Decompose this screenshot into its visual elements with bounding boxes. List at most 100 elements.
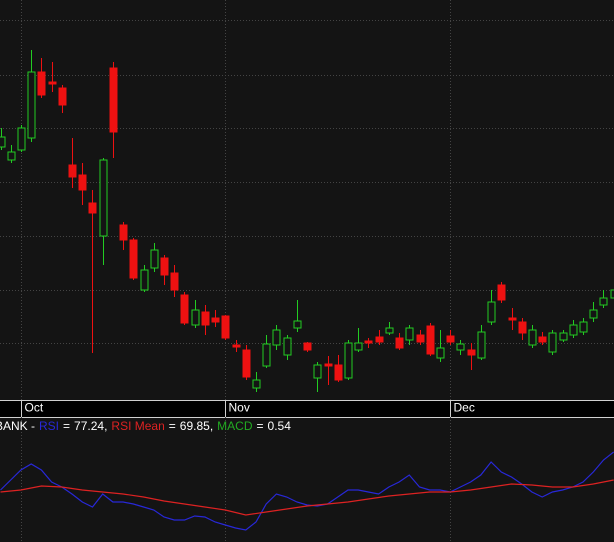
- candle: [7, 145, 16, 163]
- candle-body: [559, 332, 568, 341]
- candle: [610, 289, 614, 299]
- candle-body: [538, 336, 547, 343]
- candle: [548, 330, 557, 355]
- legend-name: RSI: [39, 419, 59, 433]
- candle-body: [416, 334, 425, 343]
- candle-body: [579, 321, 588, 333]
- x-axis-strip: [0, 400, 614, 417]
- candle: [518, 318, 527, 340]
- candle-body: [119, 224, 128, 241]
- candle-body: [436, 347, 445, 359]
- legend-label: BANK -: [0, 419, 35, 433]
- candle-body: [129, 239, 138, 279]
- candle-body: [232, 344, 241, 348]
- candle: [579, 318, 588, 335]
- candle: [272, 325, 281, 350]
- legend-equals: =: [169, 419, 176, 433]
- candle: [119, 222, 128, 250]
- legend-separator: ,: [104, 419, 107, 433]
- candle-body: [58, 87, 67, 106]
- legend-value: 0.54: [268, 419, 292, 433]
- x-tick-label: Dec: [454, 401, 475, 415]
- candle-body: [497, 284, 506, 301]
- candle-body: [109, 67, 118, 133]
- candle: [242, 345, 251, 380]
- candle: [78, 163, 87, 205]
- candle: [129, 238, 138, 280]
- candle: [27, 50, 36, 142]
- candle: [324, 356, 333, 385]
- candle-body: [313, 364, 322, 379]
- candle: [589, 302, 598, 322]
- candle-body: [375, 336, 384, 343]
- candle: [303, 342, 312, 352]
- candle-body: [364, 340, 373, 344]
- candle: [221, 315, 230, 340]
- candle: [160, 255, 169, 285]
- candle: [405, 325, 414, 345]
- candle: [426, 323, 435, 356]
- candle: [99, 158, 108, 265]
- candle: [375, 330, 384, 345]
- candle-body: [599, 297, 608, 306]
- candle: [0, 128, 6, 150]
- candle-body: [569, 324, 578, 336]
- candle-body: [528, 329, 537, 346]
- candle-body: [180, 294, 189, 324]
- candle-body: [518, 321, 527, 334]
- candle: [354, 328, 363, 352]
- legend: BANK - RSI = 77.24, RSI Mean = 69.85, MACD = 0.54: [0, 419, 291, 433]
- candle-body: [283, 337, 292, 356]
- candle-body: [48, 81, 57, 85]
- legend-equals: =: [63, 419, 70, 433]
- candle-body: [27, 71, 36, 139]
- candle-body: [140, 269, 149, 291]
- candle: [109, 62, 118, 158]
- candle-body: [37, 71, 46, 96]
- candle-body: [293, 320, 302, 329]
- candle-body: [191, 309, 200, 326]
- candle: [170, 265, 179, 297]
- candle: [508, 308, 517, 330]
- candle-body: [221, 315, 230, 339]
- candle: [211, 310, 220, 327]
- legend-separator: ,: [210, 419, 213, 433]
- candle-body: [548, 332, 557, 353]
- legend-name: MACD: [217, 419, 253, 433]
- candle: [334, 355, 343, 382]
- candle-body: [160, 257, 169, 276]
- candle: [344, 340, 353, 380]
- candle: [201, 305, 210, 335]
- candle: [538, 332, 547, 345]
- candle: [385, 322, 394, 335]
- candle-body: [201, 311, 210, 326]
- candle-body: [508, 317, 517, 321]
- candle: [487, 290, 496, 325]
- candle-body: [88, 202, 97, 214]
- candle: [150, 243, 159, 272]
- candle-body: [272, 329, 281, 346]
- candle: [416, 330, 425, 345]
- candle-body: [262, 343, 271, 367]
- candle-body: [303, 342, 312, 351]
- candle: [68, 138, 77, 188]
- legend-value: 77.24: [74, 419, 104, 433]
- candle: [17, 125, 26, 152]
- candle-body: [426, 325, 435, 355]
- candle: [528, 325, 537, 348]
- legend-name: RSI Mean: [111, 419, 164, 433]
- candle-body: [68, 164, 77, 178]
- candle-body: [0, 136, 6, 148]
- candle: [497, 282, 506, 303]
- candle-body: [324, 363, 333, 367]
- candle: [252, 372, 261, 392]
- candle-body: [78, 174, 87, 191]
- candle: [48, 62, 57, 92]
- candle-body: [150, 249, 159, 269]
- candle-body: [99, 159, 108, 237]
- indicator-line: [0, 479, 614, 516]
- legend-value: 69.85: [180, 419, 210, 433]
- candle: [446, 330, 455, 345]
- candle-body: [589, 309, 598, 319]
